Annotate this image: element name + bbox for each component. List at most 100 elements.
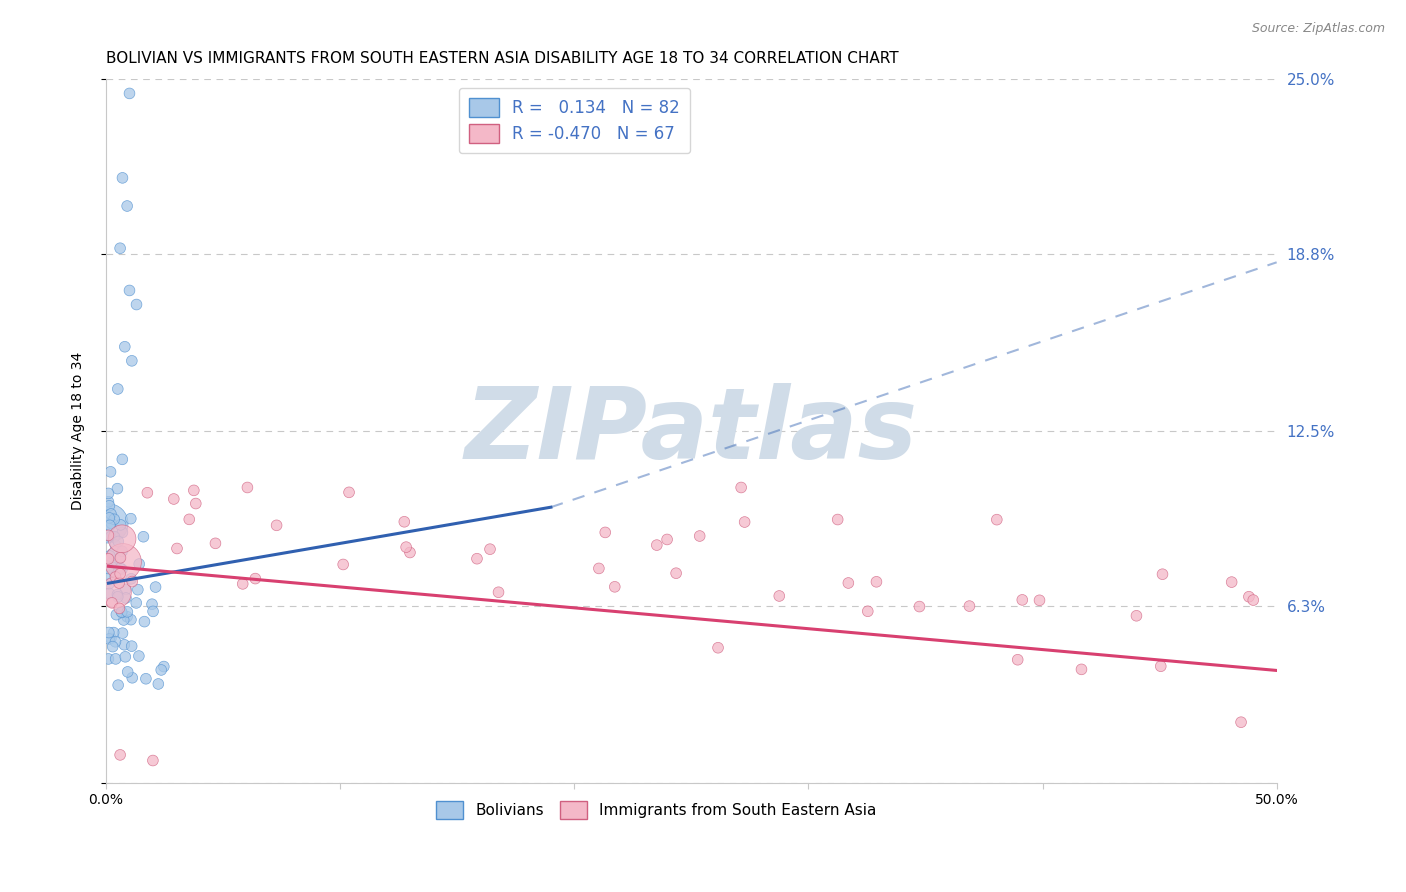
- Point: [332, 558, 354, 572]
- Point: [121, 639, 143, 653]
- Point: [399, 545, 422, 559]
- Point: [100, 530, 122, 544]
- Point: [986, 513, 1008, 527]
- Point: [120, 572, 142, 586]
- Point: [97, 528, 120, 542]
- Point: [107, 534, 129, 549]
- Point: [101, 596, 124, 610]
- Point: [110, 605, 132, 619]
- Point: [395, 540, 418, 554]
- Point: [121, 671, 143, 685]
- Point: [108, 566, 131, 581]
- Point: [98, 586, 121, 600]
- Point: [104, 634, 127, 648]
- Point: [593, 525, 616, 540]
- Point: [645, 538, 668, 552]
- Text: ZIPatlas: ZIPatlas: [465, 383, 918, 480]
- Point: [111, 626, 134, 640]
- Point: [97, 486, 120, 500]
- Point: [488, 585, 510, 599]
- Point: [103, 625, 125, 640]
- Point: [97, 569, 120, 583]
- Point: [107, 588, 129, 602]
- Point: [100, 516, 122, 531]
- Point: [110, 561, 132, 575]
- Point: [865, 574, 887, 589]
- Point: [104, 568, 127, 582]
- Point: [107, 678, 129, 692]
- Point: [105, 607, 128, 622]
- Point: [108, 576, 131, 591]
- Point: [707, 640, 730, 655]
- Point: [100, 507, 122, 521]
- Point: [100, 632, 122, 646]
- Point: [120, 613, 142, 627]
- Point: [665, 566, 688, 581]
- Point: [125, 596, 148, 610]
- Point: [104, 570, 127, 584]
- Y-axis label: Disability Age 18 to 34: Disability Age 18 to 34: [72, 352, 86, 510]
- Point: [118, 87, 141, 101]
- Point: [588, 561, 610, 575]
- Point: [103, 512, 125, 526]
- Point: [141, 597, 163, 611]
- Point: [111, 606, 134, 620]
- Point: [98, 549, 121, 563]
- Point: [97, 551, 120, 566]
- Point: [114, 649, 136, 664]
- Point: [132, 530, 155, 544]
- Point: [114, 340, 136, 354]
- Point: [184, 497, 207, 511]
- Point: [153, 659, 176, 673]
- Point: [908, 599, 931, 614]
- Point: [104, 585, 127, 599]
- Point: [266, 518, 288, 533]
- Point: [121, 574, 143, 589]
- Point: [115, 199, 138, 213]
- Point: [827, 512, 849, 526]
- Point: [179, 512, 201, 526]
- Point: [1028, 593, 1050, 607]
- Point: [337, 485, 360, 500]
- Point: [479, 542, 502, 557]
- Point: [734, 515, 756, 529]
- Point: [145, 580, 167, 594]
- Point: [108, 551, 131, 566]
- Point: [136, 485, 159, 500]
- Point: [148, 677, 170, 691]
- Point: [150, 663, 173, 677]
- Point: [204, 536, 226, 550]
- Point: [97, 516, 120, 531]
- Point: [103, 530, 125, 544]
- Point: [101, 547, 124, 561]
- Point: [111, 525, 134, 540]
- Point: [134, 615, 156, 629]
- Point: [111, 170, 134, 185]
- Point: [107, 382, 129, 396]
- Point: [97, 561, 120, 575]
- Point: [957, 599, 980, 613]
- Point: [97, 577, 120, 591]
- Point: [128, 648, 150, 663]
- Point: [110, 517, 132, 532]
- Point: [142, 754, 165, 768]
- Point: [111, 532, 134, 546]
- Point: [1220, 575, 1243, 590]
- Point: [1241, 593, 1264, 607]
- Point: [1230, 715, 1253, 730]
- Point: [1150, 659, 1173, 673]
- Point: [603, 580, 626, 594]
- Point: [111, 544, 134, 558]
- Point: [107, 482, 129, 496]
- Point: [245, 572, 267, 586]
- Point: [100, 465, 122, 479]
- Text: BOLIVIAN VS IMMIGRANTS FROM SOUTH EASTERN ASIA DISABILITY AGE 18 TO 34 CORRELATI: BOLIVIAN VS IMMIGRANTS FROM SOUTH EASTER…: [105, 51, 898, 66]
- Point: [232, 577, 254, 591]
- Point: [108, 241, 131, 255]
- Point: [103, 530, 125, 544]
- Point: [236, 481, 259, 495]
- Point: [104, 652, 127, 666]
- Point: [111, 562, 134, 576]
- Point: [768, 589, 790, 603]
- Point: [1152, 567, 1174, 582]
